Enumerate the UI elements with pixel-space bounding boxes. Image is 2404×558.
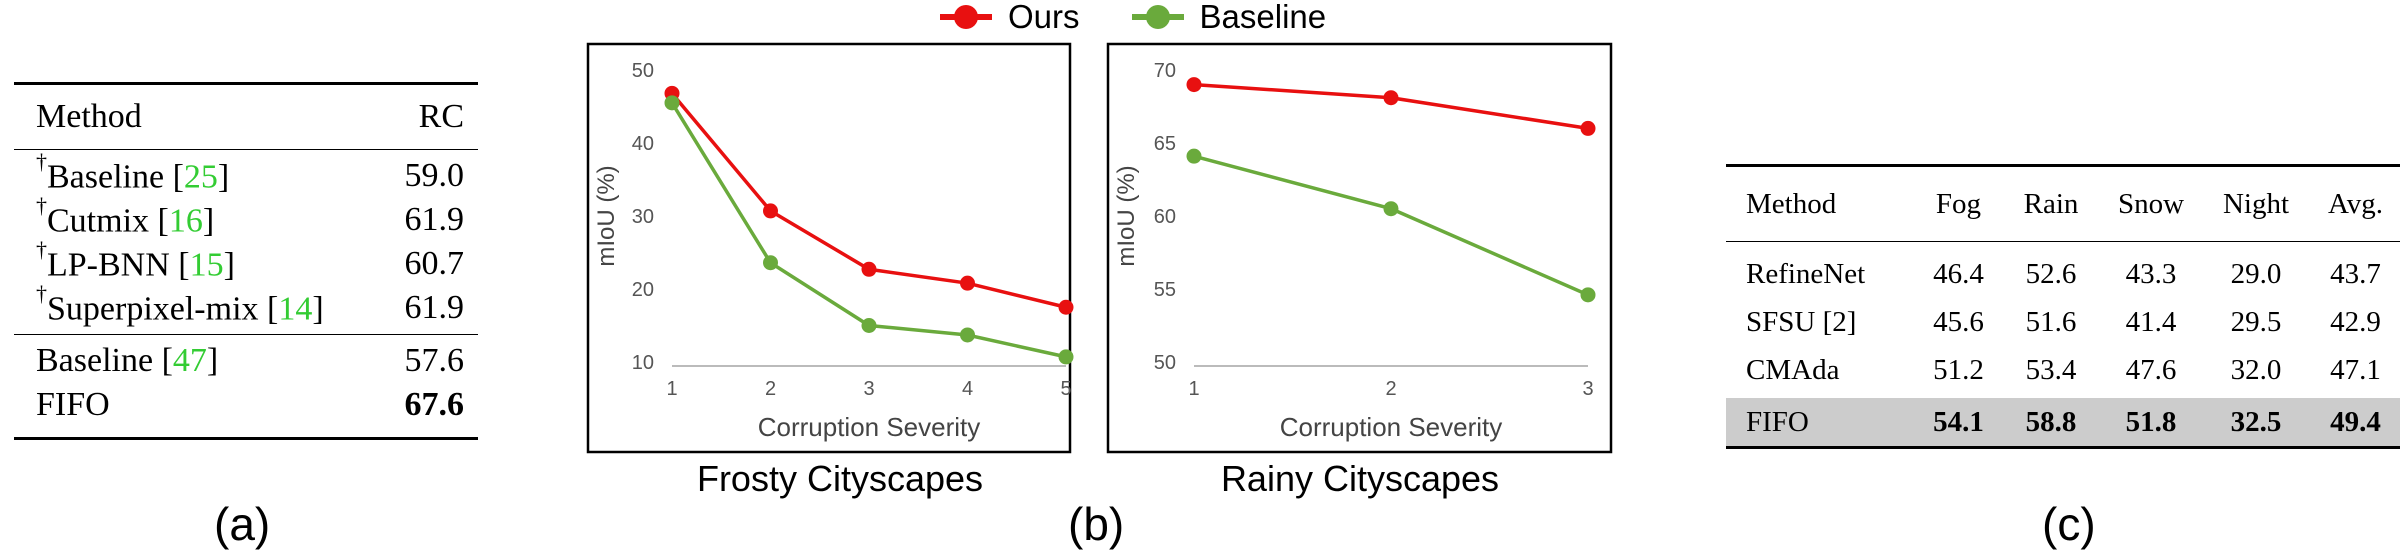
y-tick-label: 40 <box>632 133 654 155</box>
table-row: CMAda 51.2 53.4 47.6 32.0 47.1 <box>1746 353 2381 386</box>
top-rule <box>14 82 478 85</box>
x-tick-label: 1 <box>666 378 677 400</box>
chart-subtitle-frosty: Frosty Cityscapes <box>696 458 984 499</box>
x-tick-label: 3 <box>1582 378 1593 400</box>
x-tick-label: 1 <box>1188 378 1199 400</box>
legend-item-ours: Ours <box>938 0 1080 36</box>
y-tick-label: 50 <box>1154 352 1176 374</box>
table-row-highlighted: FIFO 54.1 58.8 51.8 32.5 49.4 <box>1726 398 2400 446</box>
data-point-baseline <box>1383 201 1399 217</box>
x-tick-label: 2 <box>1385 378 1396 400</box>
chart-frosty-cityscapes: 10 20 30 40 50 1 2 3 4 5 Corruption Severity mIoU (… <box>586 42 1074 454</box>
data-point-ours <box>763 203 778 219</box>
data-point-baseline <box>861 318 877 333</box>
chart-legend: Ours Baseline <box>938 0 1376 36</box>
x-tick-label: 3 <box>863 378 874 400</box>
data-point-ours <box>1058 299 1074 315</box>
y-axis-label: mIoU (%) <box>593 165 620 266</box>
panel-label-c: (c) <box>2042 498 2096 550</box>
y-tick-label: 65 <box>1154 133 1176 155</box>
group-rule <box>14 334 478 335</box>
chart-frame <box>1106 42 1613 454</box>
legend-item-baseline: Baseline <box>1130 0 1326 36</box>
table-c: Method Fog Rain Snow Night Avg. RefineNe… <box>1726 164 2400 449</box>
x-tick-label: 5 <box>1060 378 1071 400</box>
data-point-baseline <box>763 255 778 271</box>
table-a: Method RC †Baseline [25] 59.0 †Cutmix [1… <box>14 82 478 440</box>
chart-subtitle-rainy: Rainy Cityscapes <box>1220 458 1500 499</box>
citation-link[interactable]: 16 <box>168 202 203 240</box>
citation-link[interactable]: 14 <box>278 290 313 328</box>
y-tick-label: 20 <box>632 279 654 301</box>
x-axis-label: Corruption Severity <box>758 412 981 442</box>
table-c-header: Method Fog Rain Snow Night Avg. <box>1746 187 2384 220</box>
table-row: †LP-BNN [15] 60.7 <box>36 237 464 284</box>
data-point-baseline <box>1058 349 1074 365</box>
data-point-ours <box>1186 77 1202 93</box>
mid-rule <box>14 149 478 150</box>
chart-rainy-cityscapes: 50 55 60 65 70 1 2 3 Corruption Severity mIoU (%) <box>1106 42 1613 454</box>
y-tick-label: 30 <box>632 206 654 228</box>
panel-label-b: (b) <box>1068 498 1125 550</box>
data-point-baseline <box>1186 148 1202 164</box>
table-row: Baseline [47] 57.6 <box>36 342 464 379</box>
data-point-ours <box>1383 90 1399 106</box>
table-row: SFSU [2] 45.6 51.6 41.4 29.5 42.9 <box>1746 305 2381 338</box>
y-tick-label: 10 <box>632 352 654 374</box>
bottom-rule <box>14 437 478 440</box>
header-rc: RC <box>418 98 464 135</box>
panel-label-a: (a) <box>214 498 271 550</box>
table-row: RefineNet 46.4 52.6 43.3 29.0 43.7 <box>1746 257 2381 290</box>
table-row: †Superpixel-mix [14] 61.9 <box>36 281 464 328</box>
mid-rule <box>1726 241 2400 242</box>
table-row: †Cutmix [16] 61.9 <box>36 193 464 240</box>
y-axis-label: mIoU (%) <box>1113 165 1140 266</box>
data-point-ours <box>861 261 877 277</box>
citation-link[interactable]: 15 <box>189 246 224 284</box>
citation-link[interactable]: 47 <box>172 342 207 379</box>
data-point-baseline <box>1580 287 1596 303</box>
x-axis-label: Corruption Severity <box>1280 412 1503 442</box>
bottom-rule <box>1726 446 2400 449</box>
y-tick-label: 50 <box>632 60 654 82</box>
y-tick-label: 55 <box>1154 279 1176 301</box>
x-tick-label: 2 <box>765 378 776 400</box>
table-row: †Baseline [25] 59.0 <box>36 149 464 196</box>
legend-marker-ours <box>940 5 992 29</box>
header-method: Method <box>36 98 142 135</box>
citation-link[interactable]: 25 <box>183 158 218 196</box>
data-point-baseline <box>960 327 975 343</box>
legend-marker-baseline <box>1131 5 1184 29</box>
table-row: FIFO 67.6 <box>36 386 464 423</box>
series-line-baseline <box>1193 154 1589 297</box>
data-point-ours <box>960 275 975 291</box>
y-tick-label: 70 <box>1154 60 1176 82</box>
top-rule <box>1726 164 2400 167</box>
data-point-baseline <box>664 95 680 111</box>
y-tick-label: 60 <box>1154 206 1176 228</box>
data-point-ours <box>1580 120 1596 136</box>
chart-frame <box>586 42 1072 454</box>
x-tick-label: 4 <box>962 378 973 400</box>
table-a-header: Method RC <box>14 85 478 149</box>
